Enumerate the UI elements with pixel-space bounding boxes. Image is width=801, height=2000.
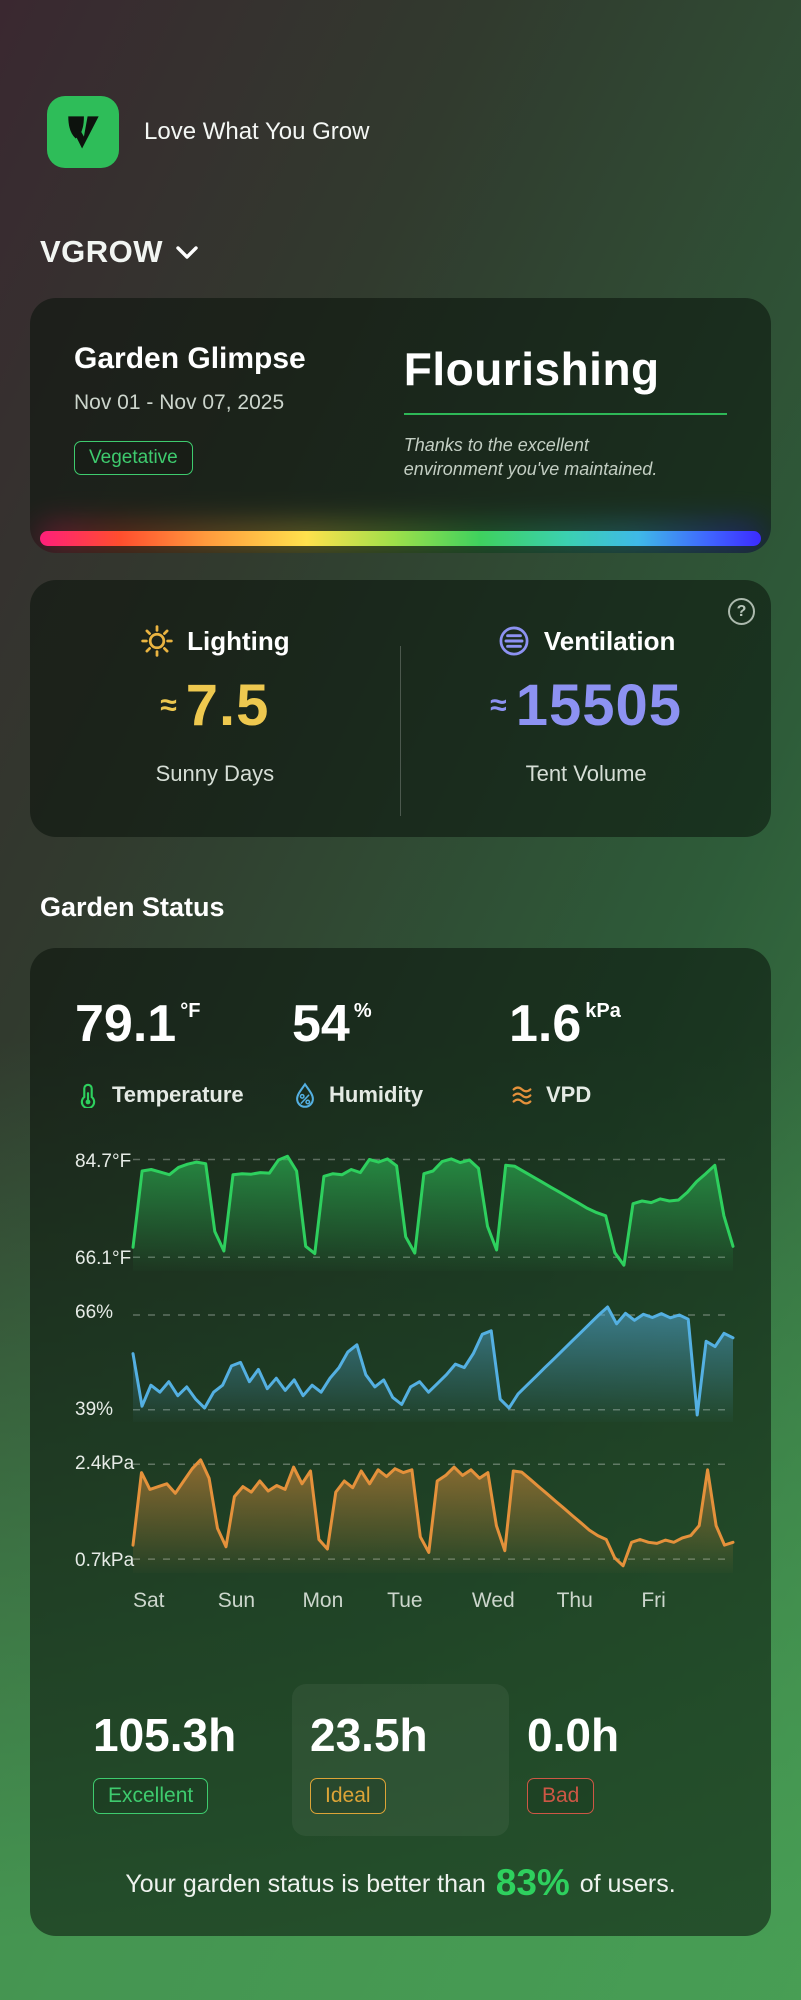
duration-stats: 105.3h Excellent 23.5h Ideal 0.0h Bad — [75, 1684, 726, 1836]
temp-axis-max: 84.7°F — [75, 1151, 132, 1172]
percentile-value: 83% — [495, 1862, 570, 1903]
garden-name: VGROW — [40, 234, 164, 269]
humidity-unit: % — [353, 1000, 372, 1022]
garden-status-card: 79.1 °F Temperature 54 % — [30, 948, 771, 1936]
ventilation-label: Ventilation — [543, 625, 676, 656]
day-label: Sun — [217, 1589, 256, 1612]
bad-stat: 0.0h Bad — [509, 1684, 726, 1836]
temperature-line-chart — [131, 1154, 735, 1271]
day-label: Fri — [641, 1589, 666, 1612]
approx-symbol: ≈ — [160, 688, 177, 722]
tent-volume-caption: Tent Volume — [525, 761, 647, 786]
status-headline: Flourishing — [403, 343, 660, 395]
weekly-charts: 84.7°F 66.1°F 66% 39% 2.4kPa 0.7kPa — [75, 1150, 735, 1613]
vent-icon — [499, 626, 529, 656]
ideal-stat: 23.5h Ideal — [292, 1684, 509, 1836]
temperature-metric: 79.1 °F Temperature — [75, 998, 292, 1108]
percentile-sentence: Your garden status is better than 83% of… — [125, 1862, 676, 1903]
garden-selector[interactable]: VGROW — [40, 234, 199, 270]
tent-volume-value: 15505 — [515, 673, 682, 738]
temp-axis-min: 66.1°F — [75, 1248, 132, 1269]
day-label: Tue — [387, 1589, 423, 1612]
vpd-unit: kPa — [585, 1000, 621, 1022]
brand-header: Love What You Grow — [47, 96, 369, 168]
day-label: Thu — [556, 1589, 593, 1612]
chevron-down-icon — [176, 245, 198, 259]
sunny-days-caption: Sunny Days — [155, 761, 275, 786]
vpd-axis-min: 0.7kPa — [75, 1550, 135, 1571]
garden-status-title: Garden Status — [40, 892, 225, 922]
humidity-label: Humidity — [329, 1082, 424, 1107]
excellent-badge: Excellent — [93, 1778, 209, 1814]
report-date-range: Nov 01 - Nov 07, 2025 — [74, 391, 285, 414]
temperature-chart: 84.7°F 66.1°F — [75, 1150, 735, 1271]
glimpse-title: Garden Glimpse — [74, 342, 306, 375]
humidity-axis-min: 39% — [75, 1399, 114, 1420]
approx-symbol: ≈ — [490, 688, 507, 722]
vpd-label: VPD — [546, 1082, 592, 1107]
help-icon[interactable]: ? — [728, 598, 755, 625]
spectrum-bar — [40, 531, 761, 546]
ventilation-panel: Ventilation ≈ 15505 Tent Volume — [401, 624, 771, 837]
garden-glimpse-card: Garden Glimpse Nov 01 - Nov 07, 2025 Veg… — [30, 298, 771, 553]
vpd-metric: 1.6 kPa VPD — [509, 998, 726, 1108]
excellent-hours: 105.3h — [93, 1709, 237, 1761]
lighting-panel: Lighting ≈ 7.5 Sunny Days — [30, 624, 400, 837]
temperature-unit: °F — [180, 1000, 201, 1022]
day-label: Mon — [302, 1589, 344, 1612]
vpd-axis-max: 2.4kPa — [75, 1453, 135, 1474]
sun-icon — [141, 625, 173, 657]
glimpse-summary: Garden Glimpse Nov 01 - Nov 07, 2025 Veg… — [74, 342, 404, 553]
sunny-days-value: 7.5 — [185, 673, 270, 738]
ideal-badge: Ideal — [310, 1778, 386, 1814]
vpd-line-chart — [131, 1458, 735, 1573]
humidity-value: 54 — [292, 995, 350, 1053]
vpd-value: 1.6 — [509, 995, 582, 1053]
current-metrics: 79.1 °F Temperature 54 % — [75, 998, 726, 1108]
bad-badge: Bad — [527, 1778, 595, 1814]
day-label: Wed — [471, 1589, 515, 1612]
app-tagline: Love What You Grow — [144, 118, 370, 145]
temperature-label: Temperature — [112, 1082, 244, 1107]
bad-hours: 0.0h — [527, 1709, 620, 1761]
humidity-metric: 54 % Humidity — [292, 998, 509, 1108]
stage-badge: Vegetative — [74, 441, 193, 475]
lighting-label: Lighting — [187, 625, 290, 656]
status-note: Thanks to the excellent environment you'… — [403, 435, 658, 480]
vpd-chart: 2.4kPa 0.7kPa — [75, 1452, 735, 1573]
environment-card: ? Lighting ≈ 7.5 Sunny Days — [30, 580, 771, 837]
vpd-waves-icon — [512, 1086, 532, 1105]
vgrow-logo-icon — [47, 96, 119, 168]
glimpse-status: Flourishing Thanks to the excellent envi… — [403, 342, 727, 553]
ideal-hours: 23.5h — [310, 1709, 428, 1761]
humidity-chart: 66% 39% — [75, 1301, 735, 1422]
temperature-value: 79.1 — [75, 995, 177, 1053]
vertical-divider — [399, 645, 402, 816]
headline-underline — [403, 413, 727, 415]
excellent-stat: 105.3h Excellent — [75, 1684, 292, 1836]
humidity-line-chart — [131, 1305, 735, 1422]
thermometer-icon — [80, 1083, 96, 1108]
x-axis-day-labels: Sat Sun Mon Tue Wed Thu Fri — [133, 1589, 726, 1613]
humidity-drop-icon — [296, 1082, 314, 1108]
day-label: Sat — [133, 1589, 165, 1612]
humidity-axis-max: 66% — [75, 1302, 114, 1323]
